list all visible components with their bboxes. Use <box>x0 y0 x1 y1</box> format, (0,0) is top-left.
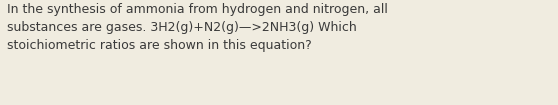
Text: In the synthesis of ammonia from hydrogen and nitrogen, all
substances are gases: In the synthesis of ammonia from hydroge… <box>7 3 388 52</box>
